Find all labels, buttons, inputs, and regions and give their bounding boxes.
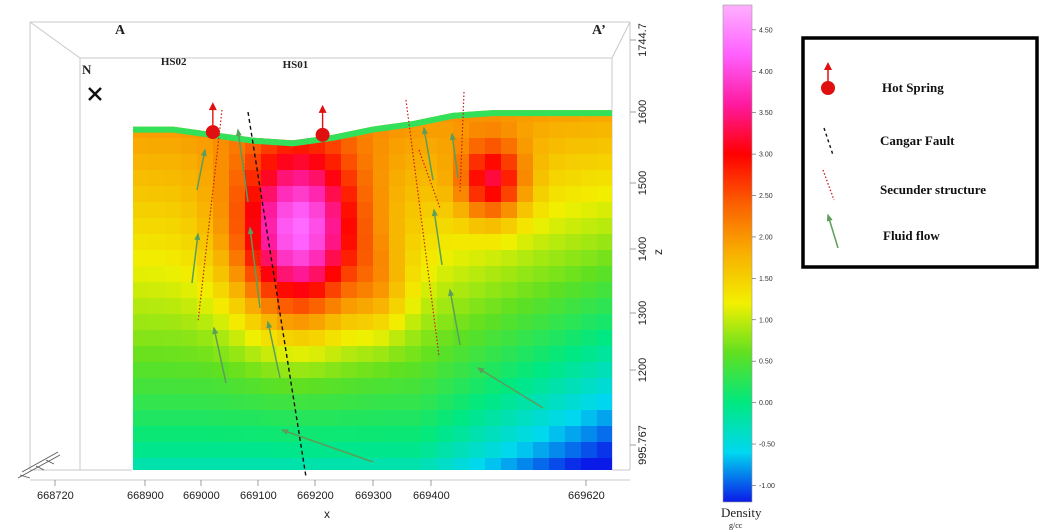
fluid-flow-arrow bbox=[247, 226, 261, 309]
x-axis-label: x bbox=[324, 507, 330, 521]
x-mark-icon bbox=[88, 87, 102, 101]
colorbar-tick-label: 1.00 bbox=[759, 317, 773, 324]
legend-box bbox=[801, 36, 1039, 269]
x-tick-label: 669200 bbox=[297, 490, 334, 502]
x-axis: 668720 668900 669000 669100 669200 669300 6694… bbox=[37, 480, 605, 502]
colorbar-tick-label: 2.50 bbox=[759, 193, 773, 200]
fluid-flow-arrow bbox=[449, 132, 459, 179]
z-tick-label: 1300 bbox=[637, 301, 649, 325]
colorbar-ticks: 4.50 4.00 3.50 3.00 2.50 2.00 1.50 1.00 0.50 0.00… bbox=[752, 27, 775, 490]
fluid-flow-arrow bbox=[280, 429, 374, 463]
legend-label-hot-spring: Hot Spring bbox=[882, 80, 944, 95]
hot-spring-marker: HS02 bbox=[161, 56, 220, 140]
secunder-structure-line bbox=[459, 91, 465, 193]
colorbar-unit: g/cc bbox=[729, 521, 743, 530]
z-axis: 1744.7 1600 1500 1400 1300 1200 995.767 bbox=[630, 23, 649, 465]
colorbar-tick-label: 0.50 bbox=[759, 359, 773, 366]
fluid-flow-arrow bbox=[191, 232, 201, 284]
hot-spring-icon bbox=[821, 62, 835, 95]
section-end-label: A’ bbox=[592, 23, 606, 38]
z-tick-label: 1744.7 bbox=[637, 23, 649, 57]
section-start-label: A bbox=[115, 23, 126, 38]
density-model bbox=[133, 110, 612, 471]
colorbar-tick-label: 3.50 bbox=[759, 110, 773, 117]
z-tick-label: 995.767 bbox=[637, 425, 649, 465]
colorbar-tick-label: 3.00 bbox=[759, 152, 773, 159]
fluid-flow-arrow bbox=[476, 367, 544, 409]
colorbar-tick-label: -1.00 bbox=[759, 483, 775, 490]
colorbar-tick-label: 1.50 bbox=[759, 276, 773, 283]
colorbar-tick-label: 2.00 bbox=[759, 234, 773, 241]
fluid-flow-arrow bbox=[422, 126, 434, 181]
colorbar-tick-label: 4.00 bbox=[759, 69, 773, 76]
colorbar-tick-label: 4.50 bbox=[759, 27, 773, 34]
fluid-flow-arrow bbox=[196, 148, 207, 191]
secunder-structure-line bbox=[197, 109, 223, 323]
colorbar-tick-label: 0.00 bbox=[759, 400, 773, 407]
hot-spring-marker: HS01 bbox=[283, 59, 330, 142]
fluid-flow-arrow bbox=[212, 326, 227, 384]
x-tick-label: 669400 bbox=[413, 490, 450, 502]
z-tick-label: 1400 bbox=[637, 237, 649, 261]
x-tick-label: 669300 bbox=[355, 490, 392, 502]
secunder-structure-line bbox=[405, 99, 440, 357]
hot-spring-label: HS01 bbox=[283, 59, 309, 71]
x-tick-label: 669620 bbox=[568, 490, 605, 502]
z-tick-label: 1200 bbox=[637, 358, 649, 382]
green-arrow-icon bbox=[826, 213, 839, 249]
legend-label-fluid-flow: Fluid flow bbox=[883, 228, 940, 243]
fluid-flow-arrow bbox=[431, 208, 443, 266]
x-tick-label: 668720 bbox=[37, 490, 74, 502]
colorbar-tick-label: -0.50 bbox=[759, 442, 775, 449]
fluid-flow-arrow bbox=[266, 320, 281, 379]
fluid-flow-arrow bbox=[448, 288, 461, 346]
z-tick-label: 1500 bbox=[637, 171, 649, 195]
cangar-fault-line bbox=[247, 111, 307, 478]
x-tick-label: 668900 bbox=[127, 490, 164, 502]
x-tick-label: 669100 bbox=[240, 490, 277, 502]
z-axis-label: z bbox=[651, 249, 665, 255]
colorbar bbox=[722, 4, 753, 503]
axis-triad-icon bbox=[17, 451, 61, 479]
legend-label-secunder-structure: Secunder structure bbox=[880, 182, 986, 197]
hot-springs-layer: HS02 HS01 bbox=[161, 56, 330, 142]
z-tick-label: 1600 bbox=[637, 100, 649, 124]
legend-label-cangar-fault: Cangar Fault bbox=[880, 133, 955, 148]
north-label: N bbox=[82, 62, 92, 77]
fluid-flow-arrow bbox=[235, 128, 249, 203]
hot-spring-label: HS02 bbox=[161, 56, 187, 68]
x-tick-label: 669000 bbox=[183, 490, 220, 502]
colorbar-title: Density bbox=[721, 505, 762, 520]
structures-layer bbox=[191, 91, 544, 478]
black-dashed-line-icon bbox=[823, 127, 834, 156]
